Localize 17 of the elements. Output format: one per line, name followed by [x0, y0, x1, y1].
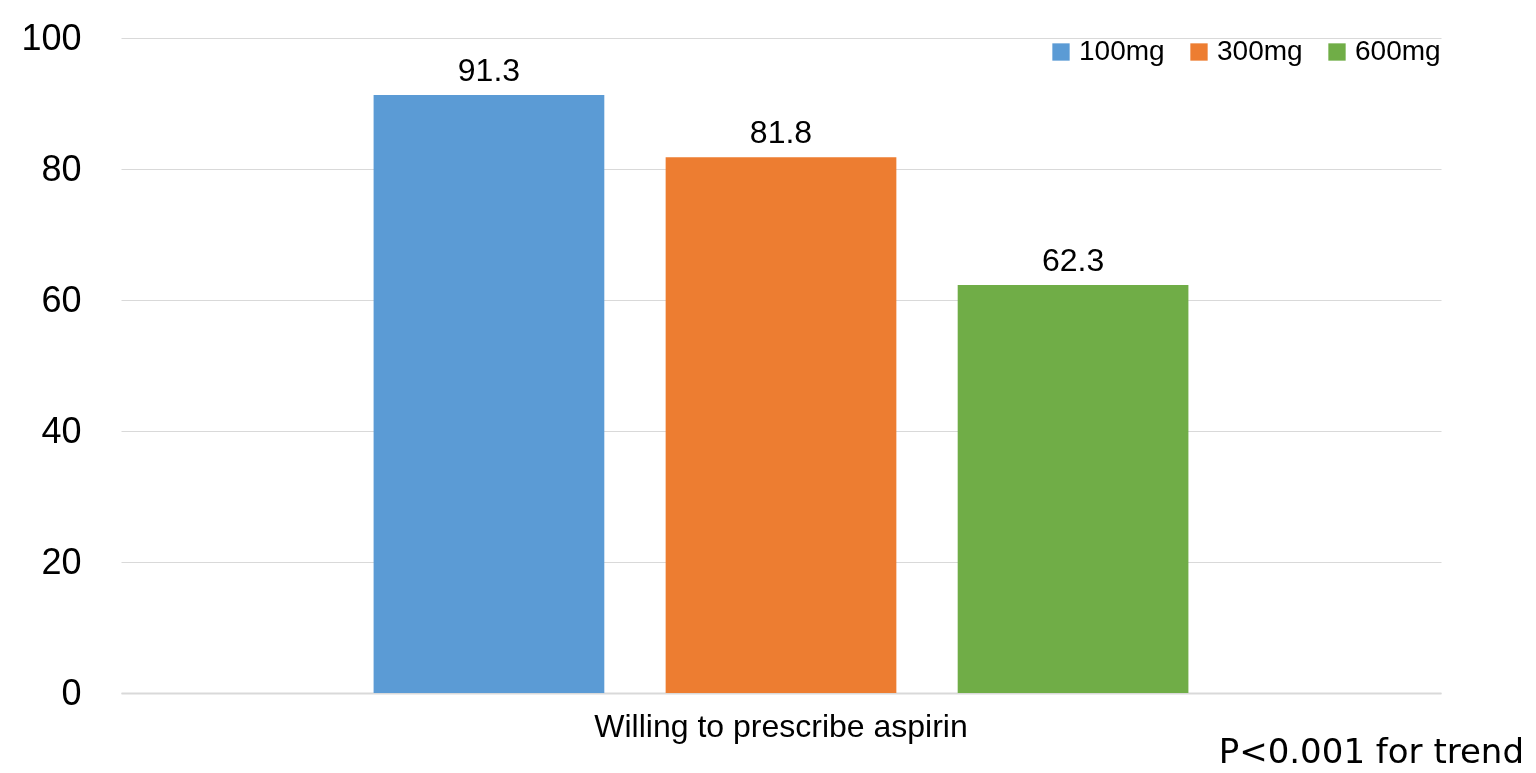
- y-tick-label: 100: [21, 16, 82, 58]
- y-tick-label: 60: [41, 278, 82, 320]
- legend-label: 300mg: [1217, 35, 1303, 66]
- data-label: 91.3: [457, 51, 521, 88]
- y-tick-label: 40: [41, 409, 82, 451]
- bar: [665, 157, 897, 693]
- text: P<0.001 for trend: [1218, 731, 1524, 771]
- legend-label: 100mg: [1079, 35, 1165, 66]
- x-tick-label: Willing to prescribe aspirin: [594, 707, 968, 744]
- bar: [373, 94, 605, 693]
- legend-label: 600mg: [1355, 35, 1441, 66]
- y-tick-label: 80: [41, 147, 82, 189]
- y-tick-label: 0: [61, 671, 82, 713]
- data-label: 62.3: [1041, 241, 1105, 278]
- bar: [957, 284, 1189, 693]
- data-label: 81.8: [749, 114, 813, 151]
- y-tick-label: 20: [41, 540, 82, 582]
